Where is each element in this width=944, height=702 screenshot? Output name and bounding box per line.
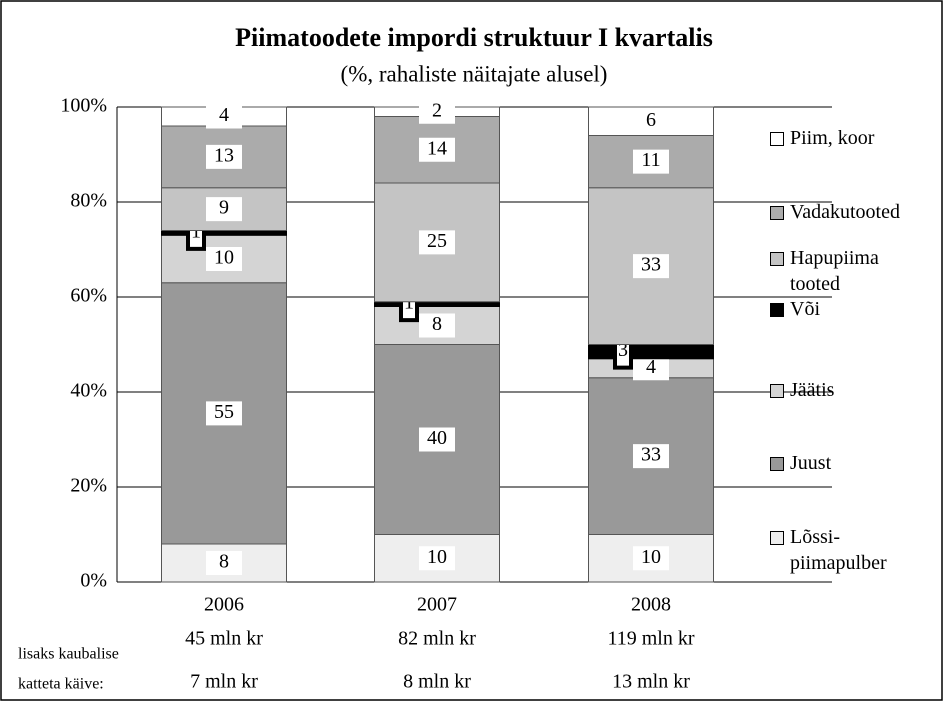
data-label: 33 — [641, 254, 661, 276]
total-label: 82 mln kr — [398, 628, 476, 650]
legend-swatch — [770, 206, 784, 220]
legend-swatch — [770, 132, 784, 146]
legend-item: Vadakutooted — [770, 199, 940, 225]
data-label: 1 — [404, 292, 414, 314]
legend-swatch — [770, 531, 784, 545]
bar-segment — [374, 306, 500, 345]
label-box — [206, 104, 242, 129]
data-label: 25 — [427, 230, 447, 252]
legend-swatch — [770, 252, 784, 266]
data-label: 10 — [427, 546, 447, 568]
legend-swatch — [770, 457, 784, 471]
x-tick-label: 2007 — [417, 594, 457, 616]
data-label: 10 — [641, 546, 661, 568]
chart-title: Piimatoodete impordi struktuur I kvartal… — [235, 23, 713, 52]
label-box — [419, 546, 455, 571]
extra-caption: lisaks kaubalise — [18, 646, 119, 663]
label-box — [633, 444, 669, 469]
label-box — [633, 254, 669, 279]
label-box — [633, 546, 669, 571]
bar-segment — [161, 230, 287, 236]
legend-item: Lõssi-piimapulber — [770, 524, 940, 576]
extra-label: 8 mln kr — [403, 671, 471, 693]
legend-swatch — [770, 384, 784, 398]
legend-label: Juust — [790, 452, 832, 474]
legend-label: Hapupiima tooted — [790, 247, 879, 295]
bar-segment — [588, 344, 714, 360]
label-box — [633, 109, 669, 134]
legend-swatch — [770, 303, 784, 317]
label-box — [419, 137, 455, 162]
legend-label: Jäätis — [790, 379, 835, 401]
label-box — [419, 427, 455, 452]
data-label: 9 — [219, 197, 229, 219]
label-box — [206, 401, 242, 426]
extra-label: 7 mln kr — [190, 671, 258, 693]
y-tick-label: 0% — [80, 570, 107, 592]
extra-caption: katteta käive: — [18, 676, 104, 693]
bar-segment — [588, 377, 714, 535]
label-box — [206, 144, 242, 169]
x-tick-label: 2008 — [631, 594, 671, 616]
legend-item: Piim, koor — [770, 125, 940, 151]
data-label: 4 — [219, 104, 229, 126]
data-label: 10 — [214, 247, 234, 269]
y-tick-label: 60% — [70, 285, 107, 307]
legend-item: Jäätis — [770, 377, 940, 403]
label-box — [419, 230, 455, 255]
legend-label: Piim, koor — [790, 127, 875, 149]
data-label: 2 — [432, 99, 442, 121]
chart-subtitle: (%, rahaliste näitajate alusel) — [341, 61, 608, 86]
total-label: 45 mln kr — [185, 628, 263, 650]
data-label: 14 — [427, 137, 447, 159]
data-label: 3 — [618, 339, 628, 361]
data-label: 33 — [641, 444, 661, 466]
label-box — [206, 247, 242, 271]
x-tick-label: 2006 — [204, 594, 244, 616]
y-tick-label: 20% — [70, 475, 107, 497]
legend-label: Või — [790, 298, 820, 320]
y-tick-label: 80% — [70, 190, 107, 212]
legend-label: Lõssi-piimapulber — [790, 526, 887, 574]
y-tick-label: 40% — [70, 380, 107, 402]
data-label: 13 — [214, 144, 234, 166]
label-box — [633, 149, 669, 174]
legend-label: Vadakutooted — [790, 201, 900, 223]
label-box — [206, 551, 242, 575]
extra-label: 13 mln kr — [612, 671, 690, 693]
legend-item: Hapupiima tooted — [770, 245, 940, 297]
label-box — [419, 313, 455, 338]
data-label: 8 — [219, 551, 229, 573]
data-label: 40 — [427, 427, 447, 449]
label-box — [206, 197, 242, 222]
data-label: 4 — [646, 356, 656, 378]
bar-segment — [374, 301, 500, 307]
label-box — [419, 99, 455, 124]
legend-item: Või — [770, 296, 940, 322]
total-label: 119 mln kr — [607, 628, 694, 650]
data-label: 1 — [191, 220, 201, 242]
data-label: 8 — [432, 313, 442, 335]
data-label: 6 — [646, 109, 656, 131]
label-box — [633, 356, 669, 381]
y-tick-label: 100% — [60, 95, 107, 117]
data-label: 55 — [214, 401, 234, 423]
legend-item: Juust — [770, 450, 940, 476]
data-label: 11 — [641, 149, 660, 171]
